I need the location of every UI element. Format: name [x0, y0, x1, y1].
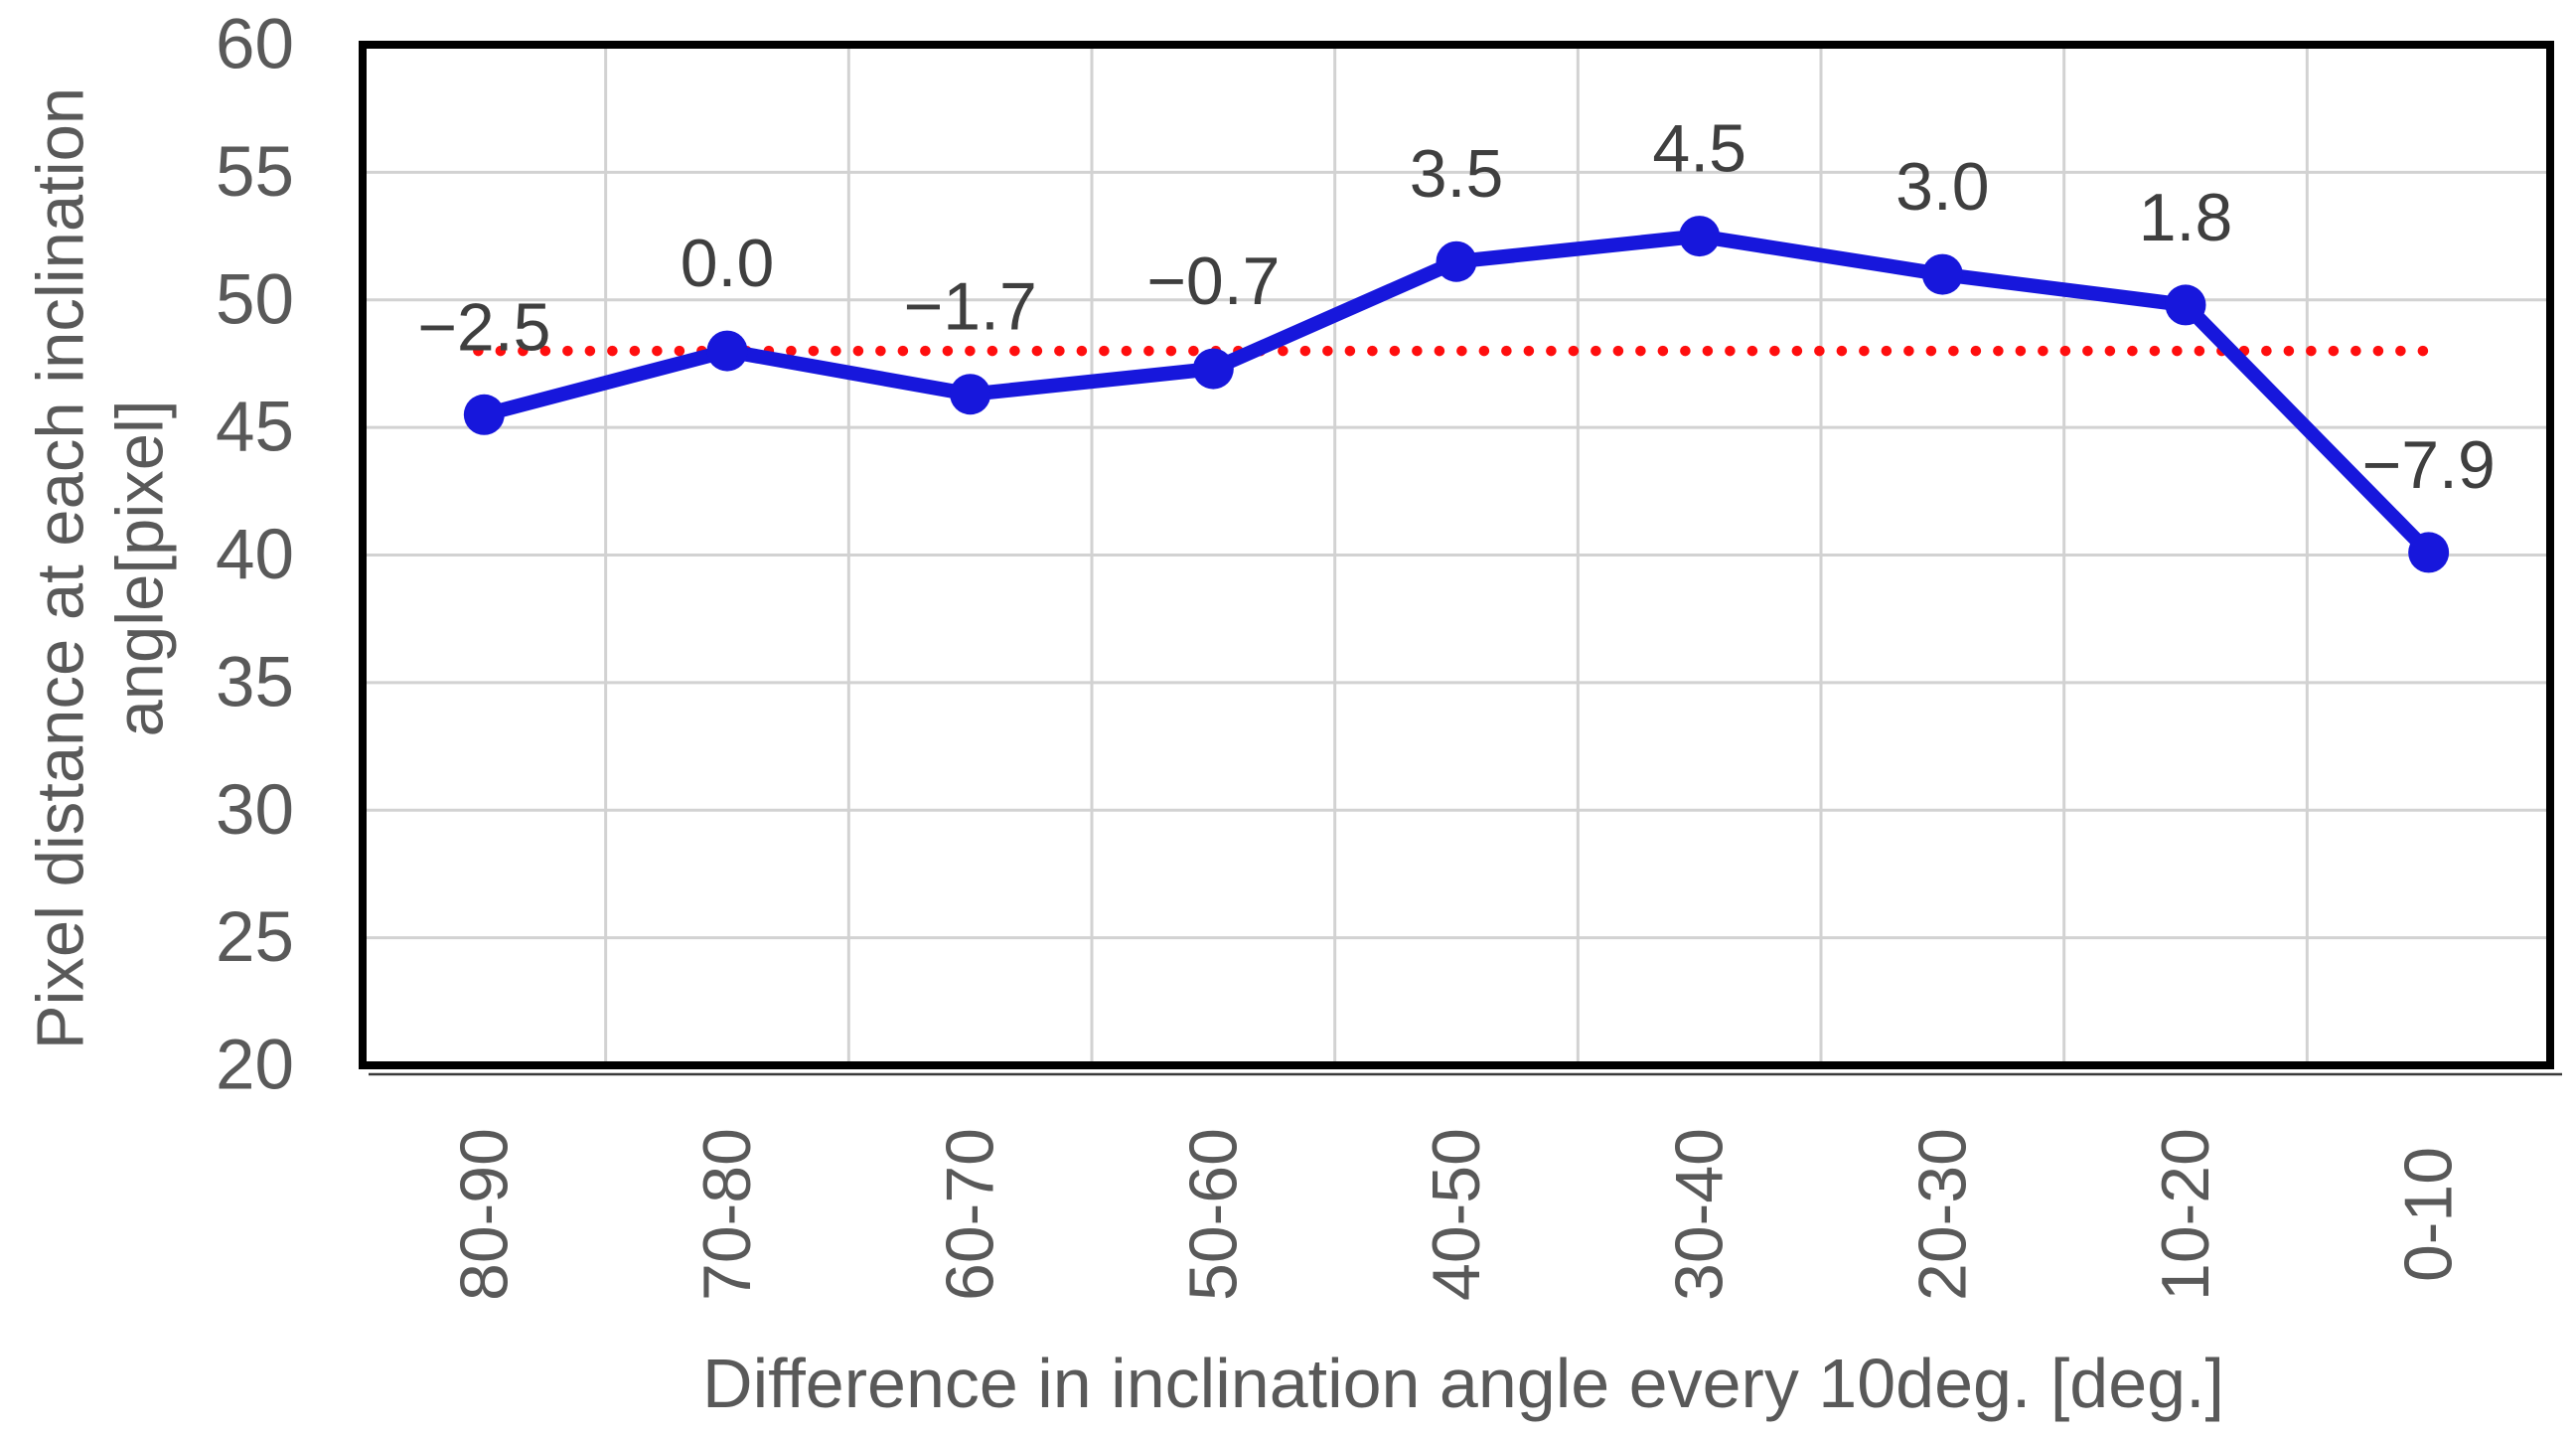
x-tick-label: 30-40 [1662, 1128, 1738, 1301]
y-tick-label: 35 [216, 643, 294, 721]
data-point-label: 3.5 [1410, 136, 1504, 212]
data-point-marker [463, 394, 505, 435]
data-point-marker [1192, 348, 1234, 390]
data-point-marker [2408, 532, 2450, 573]
data-point-label: 3.0 [1895, 149, 1990, 225]
x-tick-label: 80-90 [446, 1128, 522, 1301]
data-point-marker [2165, 284, 2206, 326]
y-tick-label: 45 [216, 389, 294, 467]
y-tick-label: 30 [216, 771, 294, 850]
x-tick-label: 70-80 [689, 1128, 765, 1301]
data-point-marker [1921, 253, 1963, 295]
data-point-label: −1.7 [904, 269, 1037, 345]
y-axis-title-line2: angle[pixel] [103, 399, 178, 737]
data-point-label: −7.9 [2362, 427, 2496, 503]
x-tick-label: 40-50 [1419, 1128, 1494, 1301]
y-tick-label: 25 [216, 898, 294, 977]
y-axis-title-line1: Pixel distance at each inclination [23, 86, 98, 1050]
x-axis-title: Difference in inclination angle every 10… [702, 1345, 2224, 1422]
data-point-marker [1679, 216, 1721, 257]
series-line [477, 229, 2436, 560]
y-tick-label: 40 [216, 516, 294, 594]
x-tick-label: 60-70 [933, 1128, 1008, 1301]
plot-border [359, 41, 2554, 1069]
data-point-marker [706, 330, 748, 372]
x-tick-label: 10-20 [2148, 1128, 2223, 1301]
y-axis-title: Pixel distance at each inclination angle… [22, 87, 182, 1049]
y-tick-label: 20 [216, 1027, 294, 1105]
data-point-marker [950, 374, 991, 415]
data-point-label: 1.8 [2139, 180, 2233, 255]
y-tick-label: 60 [216, 6, 294, 84]
data-point-label: −0.7 [1146, 243, 1280, 319]
data-point-label: −2.5 [417, 289, 550, 365]
data-point-label: 0.0 [681, 226, 775, 301]
x-tick-label: 20-30 [1904, 1128, 1980, 1301]
x-tick-label: 0-10 [2391, 1147, 2467, 1282]
data-point-label: 4.5 [1652, 111, 1746, 187]
data-point-marker [1436, 240, 1477, 282]
x-tick-label: 50-60 [1175, 1128, 1251, 1301]
y-tick-label: 55 [216, 133, 294, 212]
y-tick-label: 50 [216, 260, 294, 339]
